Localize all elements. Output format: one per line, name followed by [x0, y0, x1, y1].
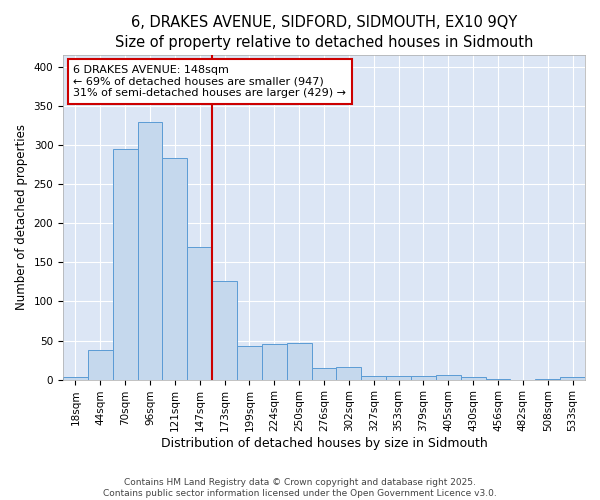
Bar	[262, 344, 287, 380]
Bar	[137, 122, 163, 380]
Bar	[163, 158, 187, 380]
Bar	[361, 376, 386, 380]
X-axis label: Distribution of detached houses by size in Sidmouth: Distribution of detached houses by size …	[161, 437, 487, 450]
Bar	[386, 376, 411, 380]
Bar	[113, 149, 137, 380]
Bar	[287, 343, 311, 380]
Bar	[411, 376, 436, 380]
Bar	[337, 367, 361, 380]
Bar	[187, 246, 212, 380]
Bar	[560, 378, 585, 380]
Y-axis label: Number of detached properties: Number of detached properties	[15, 124, 28, 310]
Bar	[63, 378, 88, 380]
Bar	[237, 346, 262, 380]
Title: 6, DRAKES AVENUE, SIDFORD, SIDMOUTH, EX10 9QY
Size of property relative to detac: 6, DRAKES AVENUE, SIDFORD, SIDMOUTH, EX1…	[115, 15, 533, 50]
Bar	[485, 379, 511, 380]
Bar	[311, 368, 337, 380]
Text: Contains HM Land Registry data © Crown copyright and database right 2025.
Contai: Contains HM Land Registry data © Crown c…	[103, 478, 497, 498]
Bar	[88, 350, 113, 380]
Bar	[535, 379, 560, 380]
Text: 6 DRAKES AVENUE: 148sqm
← 69% of detached houses are smaller (947)
31% of semi-d: 6 DRAKES AVENUE: 148sqm ← 69% of detache…	[73, 65, 346, 98]
Bar	[436, 375, 461, 380]
Bar	[212, 281, 237, 380]
Bar	[461, 378, 485, 380]
